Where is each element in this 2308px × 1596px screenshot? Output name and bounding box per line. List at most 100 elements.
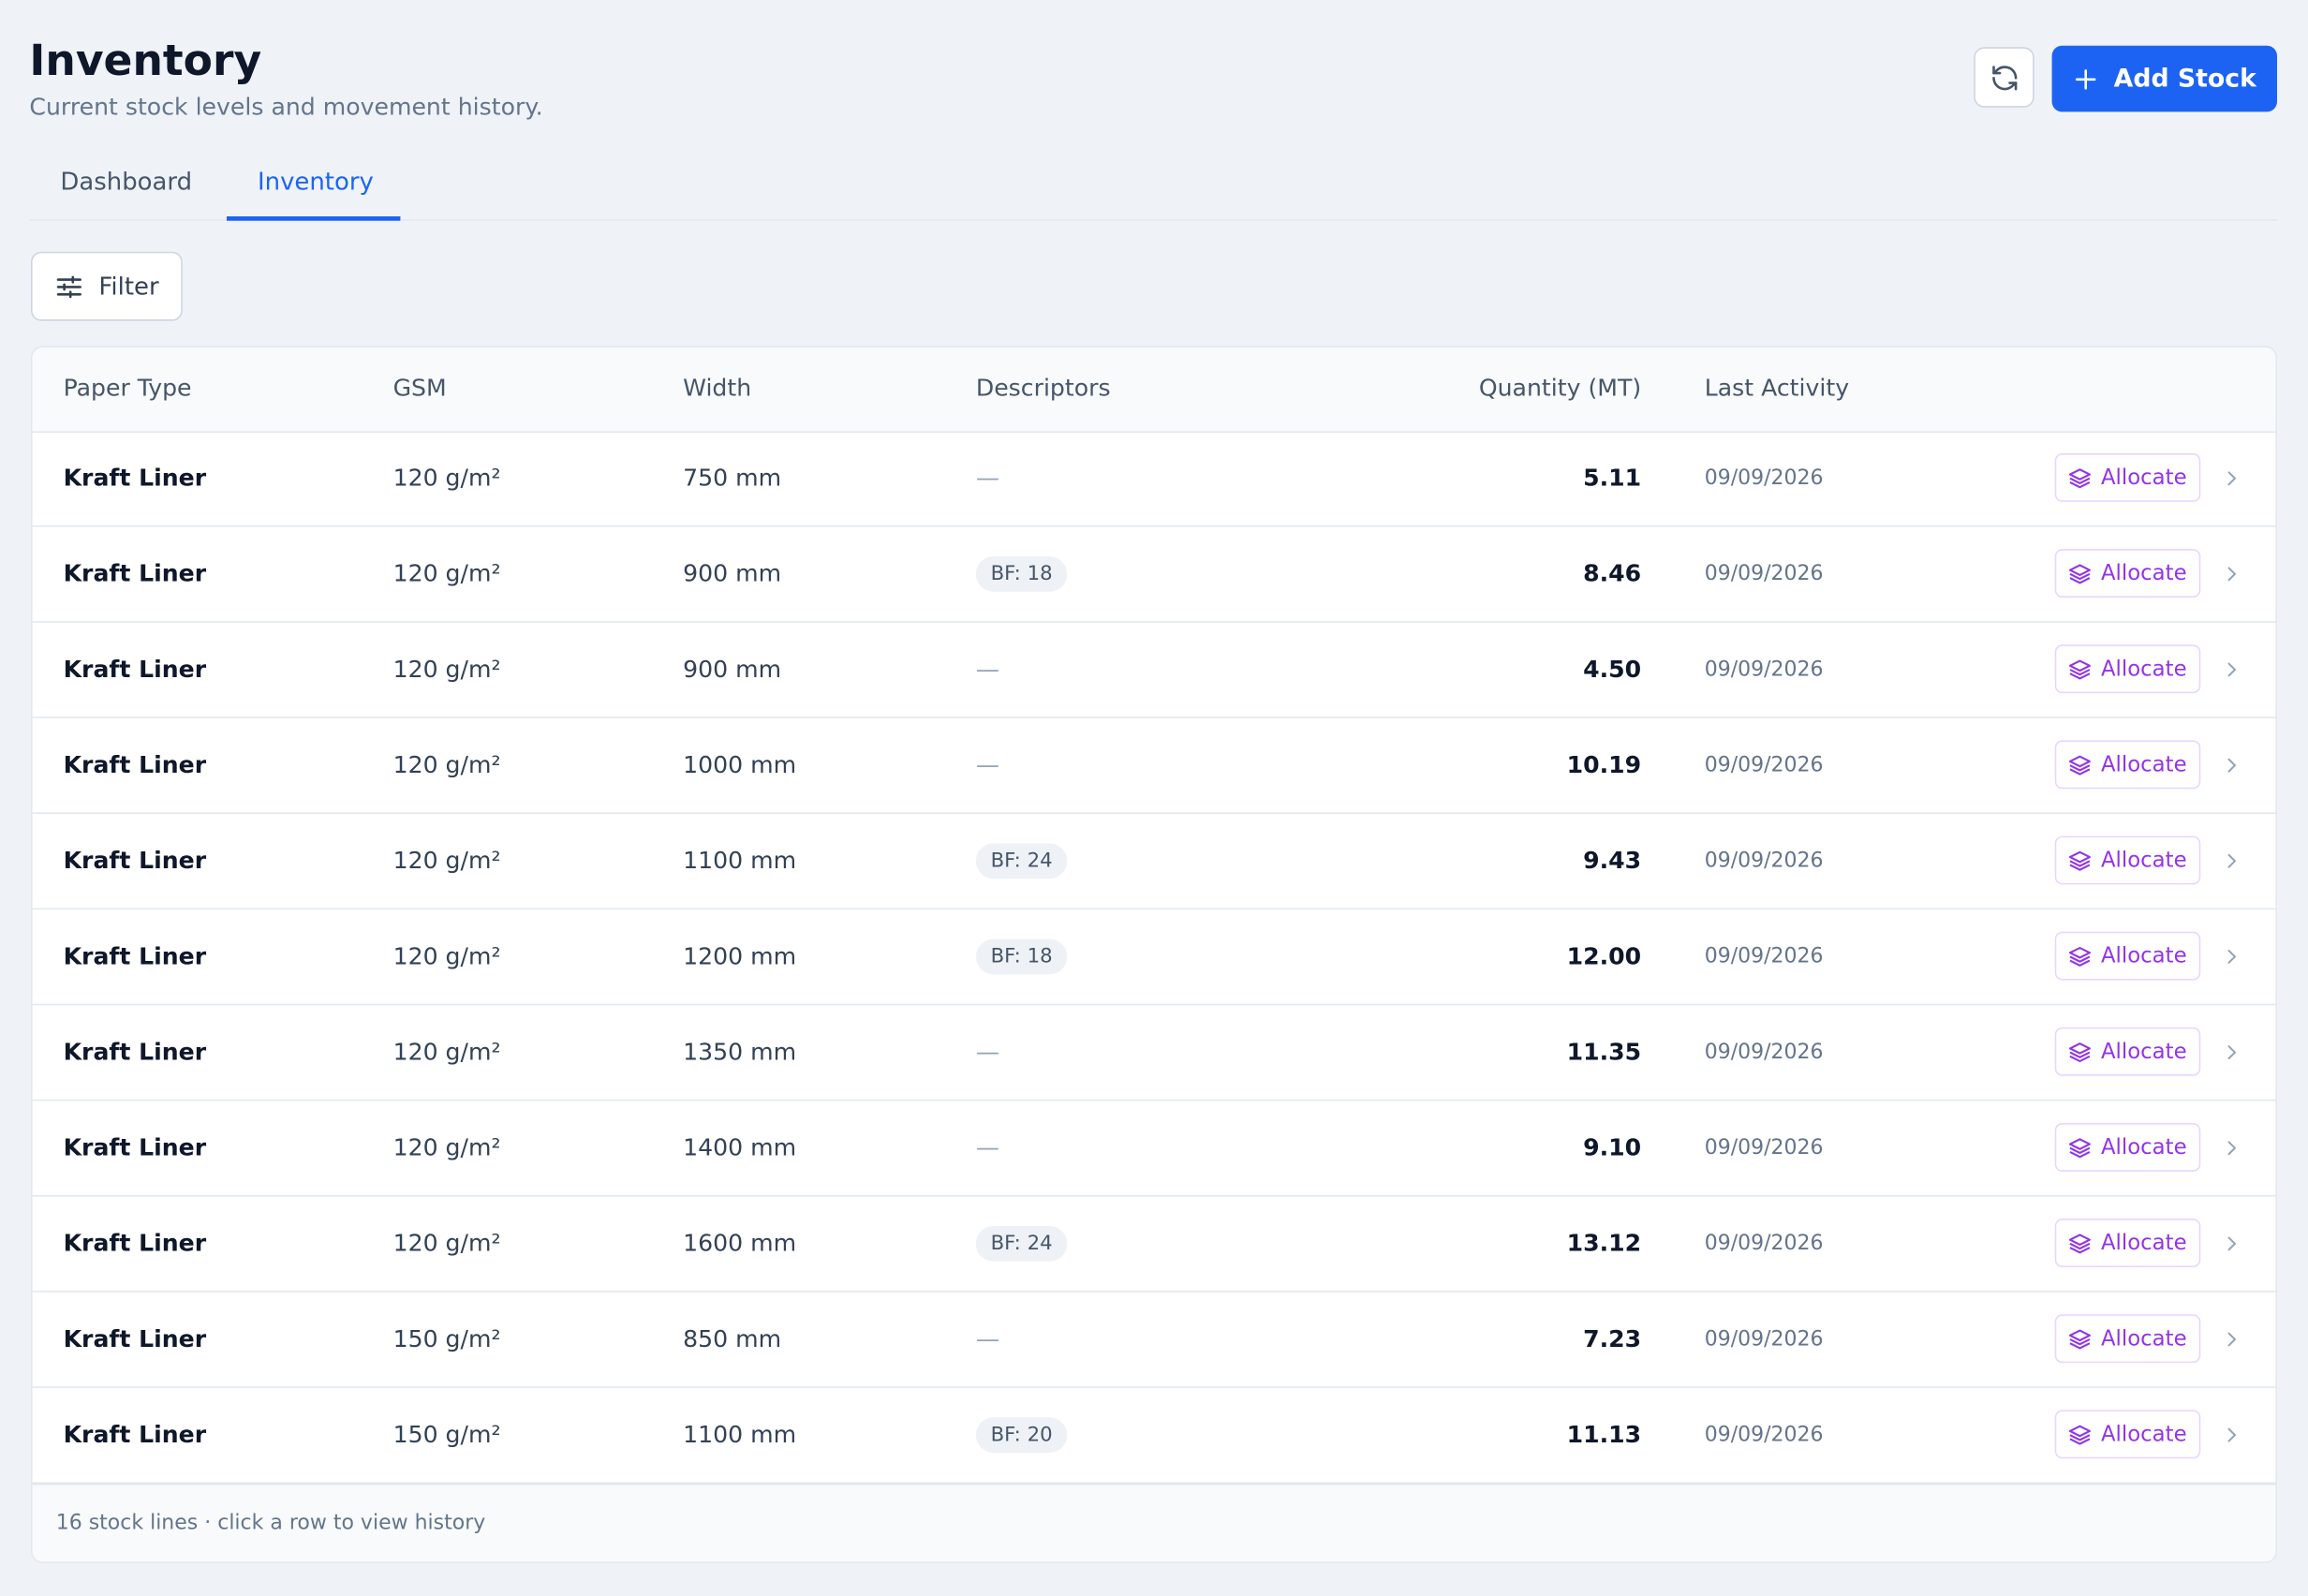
table-row[interactable]: Kraft Liner 120 g/m² 900 mm BF: 18 8.46 09/09…	[32, 527, 2276, 623]
layers-icon	[2069, 658, 2092, 679]
layers-icon	[2069, 850, 2092, 870]
gsm: 120 g/m²	[392, 941, 501, 970]
allocate-label: Allocate	[2100, 466, 2187, 490]
page-title: Inventory	[29, 35, 262, 86]
allocate-button[interactable]: Allocate	[2054, 1219, 2201, 1268]
width: 900 mm	[683, 559, 782, 588]
table-row[interactable]: Kraft Liner 150 g/m² 850 mm — 7.23 09/09/2026…	[32, 1293, 2276, 1388]
width: 1100 mm	[683, 1420, 797, 1449]
last-activity: 09/09/2026	[1704, 753, 1824, 777]
chevron-icon	[2227, 758, 2237, 773]
descriptor: BF: 20	[975, 1417, 1068, 1454]
descriptor: BF: 18	[975, 938, 1068, 975]
row-chevron	[2221, 562, 2241, 591]
last-activity: 09/09/2026	[1704, 658, 1824, 682]
allocate-label: Allocate	[2100, 1422, 2187, 1446]
descriptor: BF: 18	[975, 556, 1068, 592]
quantity: 4.50	[1583, 655, 1642, 684]
layers-icon	[2069, 467, 2092, 488]
table-row[interactable]: Kraft Liner 120 g/m² 1200 mm BF: 18 12.00 09/…	[32, 909, 2276, 1006]
tab-active[interactable]: Inventory	[258, 168, 374, 197]
row-chevron	[2221, 1424, 2241, 1453]
row-chevron	[2221, 754, 2241, 783]
last-activity: 09/09/2026	[1704, 944, 1824, 969]
width: 900 mm	[683, 655, 782, 684]
layers-icon	[2069, 1233, 2092, 1253]
chevron-icon	[2227, 1045, 2237, 1059]
gsm: 120 g/m²	[392, 655, 501, 684]
table-row[interactable]: Kraft Liner 120 g/m² 750 mm — 5.11 09/09/2026…	[32, 431, 2276, 527]
descriptor: —	[975, 1324, 1000, 1353]
refresh-button[interactable]	[1974, 47, 2034, 108]
gsm: 150 g/m²	[392, 1420, 501, 1449]
allocate-label: Allocate	[2100, 1231, 2187, 1255]
last-activity: 09/09/2026	[1704, 1136, 1824, 1160]
allocate-button[interactable]: Allocate	[2054, 1027, 2201, 1076]
chevron-icon	[2227, 1332, 2237, 1347]
allocate-button[interactable]: Allocate	[2054, 835, 2201, 885]
allocate-label: Allocate	[2100, 752, 2187, 776]
tab[interactable]: Dashboard	[60, 168, 193, 197]
paper-type: Kraft Liner	[63, 1037, 207, 1066]
allocate-button[interactable]: Allocate	[2054, 453, 2201, 502]
column-header: Quantity (MT)	[1478, 374, 1642, 403]
paper-type: Kraft Liner	[63, 941, 207, 970]
allocate-button[interactable]: Allocate	[2054, 1410, 2201, 1459]
descriptor: —	[975, 1037, 1000, 1066]
paper-type: Kraft Liner	[63, 559, 207, 588]
column-header: Last Activity	[1704, 374, 1850, 403]
width: 1350 mm	[683, 1037, 797, 1066]
allocate-label: Allocate	[2100, 561, 2187, 585]
table-row[interactable]: Kraft Liner 120 g/m² 1400 mm — 9.10 09/09/202…	[32, 1101, 2276, 1197]
allocate-button[interactable]: Allocate	[2054, 931, 2201, 981]
allocate-button[interactable]: Allocate	[2054, 549, 2201, 598]
last-activity: 09/09/2026	[1704, 1423, 1824, 1447]
quantity: 9.43	[1583, 846, 1642, 875]
table-row[interactable]: Kraft Liner 120 g/m² 1100 mm BF: 24 9.43 09/0…	[32, 814, 2276, 910]
filter-button[interactable]: Filter	[31, 251, 183, 321]
gsm: 120 g/m²	[392, 846, 501, 875]
quantity: 5.11	[1583, 464, 1642, 492]
descriptor: —	[975, 464, 1000, 492]
gsm: 120 g/m²	[392, 1037, 501, 1066]
descriptor: —	[975, 750, 1000, 779]
chevron-icon	[2227, 1427, 2237, 1442]
allocate-label: Allocate	[2100, 657, 2187, 681]
chevron-icon	[2227, 471, 2237, 486]
quantity: 13.12	[1566, 1229, 1642, 1258]
table-row[interactable]: Kraft Liner 120 g/m² 1000 mm — 10.19 09/09/20…	[32, 718, 2276, 815]
table-row[interactable]: Kraft Liner 150 g/m² 1100 mm BF: 20 11.13 09/…	[32, 1388, 2276, 1485]
page-subtitle: Current stock levels and movement histor…	[29, 93, 543, 121]
inventory-table: Paper Type GSM Width Descriptors Quantity (M…	[31, 346, 2278, 1563]
quantity: 8.46	[1583, 559, 1642, 588]
chevron-icon	[2227, 950, 2237, 964]
allocate-label: Allocate	[2100, 1040, 2187, 1064]
allocate-button[interactable]: Allocate	[2054, 1314, 2201, 1364]
paper-type: Kraft Liner	[63, 1420, 207, 1449]
allocate-button[interactable]: Allocate	[2054, 644, 2201, 694]
add-stock-button[interactable]: Add Stock	[2051, 45, 2278, 112]
layers-icon	[2069, 754, 2092, 775]
quantity: 7.23	[1583, 1324, 1642, 1353]
allocate-button[interactable]: Allocate	[2054, 1123, 2201, 1172]
last-activity: 09/09/2026	[1704, 1327, 1824, 1352]
row-chevron	[2221, 1232, 2241, 1261]
table-row[interactable]: Kraft Liner 120 g/m² 1350 mm — 11.35 09/09/20…	[32, 1005, 2276, 1101]
paper-type: Kraft Liner	[63, 1133, 207, 1161]
table-row[interactable]: Kraft Liner 120 g/m² 1600 mm BF: 24 13.12 09/…	[32, 1197, 2276, 1293]
table-row[interactable]: Kraft Liner 120 g/m² 900 mm — 4.50 09/09/2026…	[32, 623, 2276, 718]
allocate-button[interactable]: Allocate	[2054, 740, 2201, 790]
descriptor: BF: 24	[975, 843, 1068, 879]
allocate-label: Allocate	[2100, 1135, 2187, 1160]
layers-icon	[2069, 1042, 2092, 1062]
refresh-icon	[1991, 65, 2017, 90]
layers-icon	[2069, 946, 2092, 967]
column-header: Descriptors	[975, 374, 1111, 403]
quantity: 10.19	[1566, 750, 1642, 779]
chevron-icon	[2227, 853, 2237, 868]
row-chevron	[2221, 466, 2241, 495]
quantity: 11.13	[1566, 1420, 1642, 1449]
row-chevron	[2221, 658, 2241, 687]
width: 850 mm	[683, 1324, 782, 1353]
